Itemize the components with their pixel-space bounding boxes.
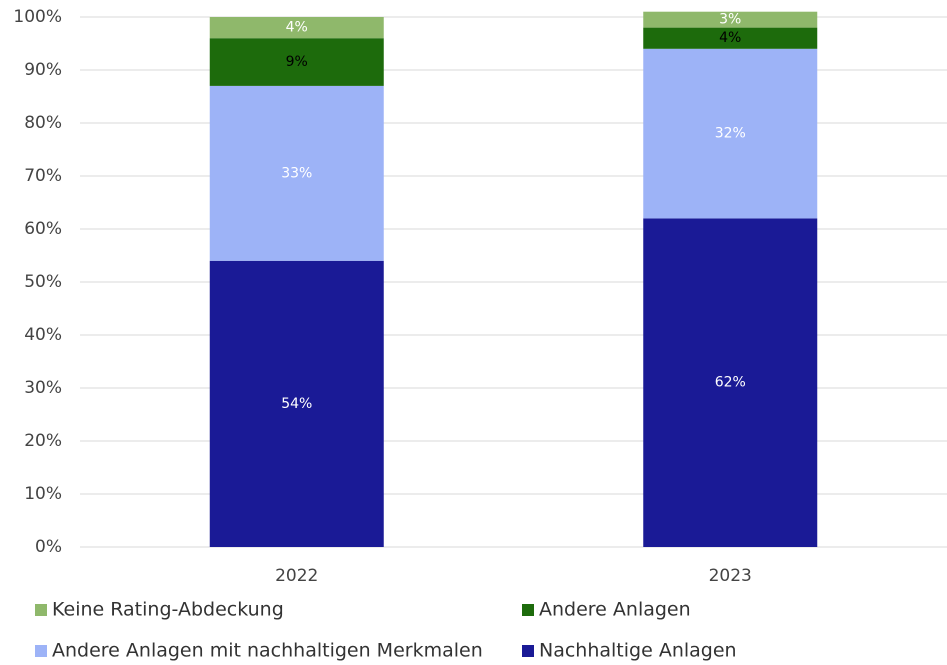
x-tick-label: 2022 (275, 566, 318, 586)
bar-segment (209, 260, 384, 547)
y-tick-label: 60% (24, 219, 62, 239)
legend-label: Andere Anlagen (539, 599, 691, 621)
bar-segment (209, 38, 384, 86)
legend-label: Andere Anlagen mit nachhaltigen Merkmale… (52, 640, 483, 662)
y-tick-label: 90% (24, 60, 62, 80)
legend-swatch (35, 645, 47, 657)
value-label: 54% (281, 396, 312, 412)
y-tick-label: 10% (24, 484, 62, 504)
value-label: 9% (286, 54, 308, 70)
value-label: 4% (286, 20, 308, 36)
value-label: 33% (281, 165, 312, 181)
bar-segment (643, 48, 818, 219)
y-tick-label: 100% (13, 7, 62, 27)
y-tick-label: 30% (24, 378, 62, 398)
x-tick-label: 2023 (709, 566, 752, 586)
y-tick-label: 80% (24, 113, 62, 133)
legend-swatch (35, 604, 47, 616)
y-tick-label: 0% (35, 537, 62, 557)
y-tick-label: 40% (24, 325, 62, 345)
value-label: 4% (719, 30, 741, 46)
value-label: 3% (719, 12, 741, 28)
y-tick-label: 50% (24, 272, 62, 292)
y-tick-label: 20% (24, 431, 62, 451)
bar-segment (209, 85, 384, 261)
legend-label: Nachhaltige Anlagen (539, 640, 737, 662)
value-label: 32% (715, 126, 746, 142)
bar-segment (643, 27, 818, 49)
value-label: 62% (715, 375, 746, 391)
legend-swatch (522, 645, 534, 657)
legend-swatch (522, 604, 534, 616)
bar-segment (643, 11, 818, 28)
bar-segment (643, 218, 818, 547)
bar-segment (209, 17, 384, 39)
legend-label: Keine Rating-Abdeckung (52, 599, 284, 621)
y-tick-label: 70% (24, 166, 62, 186)
